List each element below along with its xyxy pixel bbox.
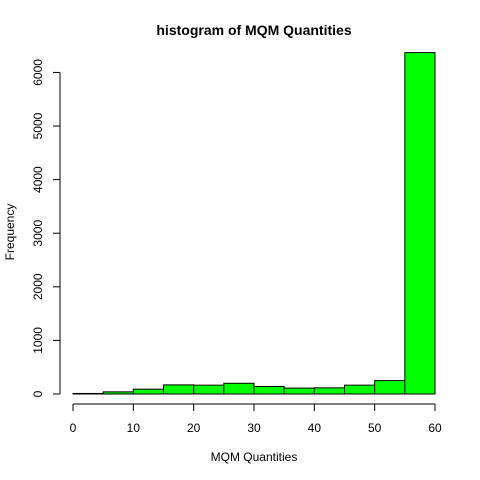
x-axis-label: MQM Quantities bbox=[211, 450, 298, 464]
y-axis-label: Frequency bbox=[3, 204, 17, 261]
histogram-bar-1 bbox=[73, 393, 103, 394]
histogram-bar-6 bbox=[224, 383, 254, 394]
y-tick-label: 3000 bbox=[31, 220, 45, 247]
histogram-bar-2 bbox=[103, 392, 133, 394]
histogram-bar-8 bbox=[284, 388, 314, 394]
x-axis: 0 10 20 30 40 50 60 bbox=[70, 404, 442, 435]
histogram-bar-10 bbox=[345, 385, 375, 394]
y-tick-label: 5000 bbox=[31, 112, 45, 139]
bars-group bbox=[73, 53, 435, 394]
y-tick-label: 0 bbox=[31, 390, 45, 397]
x-tick-label: 10 bbox=[127, 421, 141, 435]
y-tick-label: 1000 bbox=[31, 327, 45, 354]
x-tick-label: 20 bbox=[187, 421, 201, 435]
y-tick-label: 6000 bbox=[31, 59, 45, 86]
histogram-bar-4 bbox=[164, 385, 194, 394]
x-tick-label: 30 bbox=[247, 421, 261, 435]
histogram-bar-5 bbox=[194, 385, 224, 394]
histogram-bar-11 bbox=[375, 381, 405, 394]
histogram-bar-9 bbox=[314, 388, 344, 394]
x-tick-label: 50 bbox=[368, 421, 382, 435]
histogram-bar-7 bbox=[254, 386, 284, 394]
x-tick-label: 60 bbox=[428, 421, 442, 435]
histogram-bar-12 bbox=[405, 53, 435, 394]
x-tick-label: 0 bbox=[70, 421, 77, 435]
chart-title: histogram of MQM Quantities bbox=[156, 22, 351, 38]
y-tick-label: 4000 bbox=[31, 166, 45, 193]
x-tick-label: 40 bbox=[308, 421, 322, 435]
histogram-bar-3 bbox=[133, 389, 163, 394]
y-axis: 0 1000 2000 3000 4000 5000 6000 bbox=[31, 59, 60, 398]
y-tick-label: 2000 bbox=[31, 273, 45, 300]
